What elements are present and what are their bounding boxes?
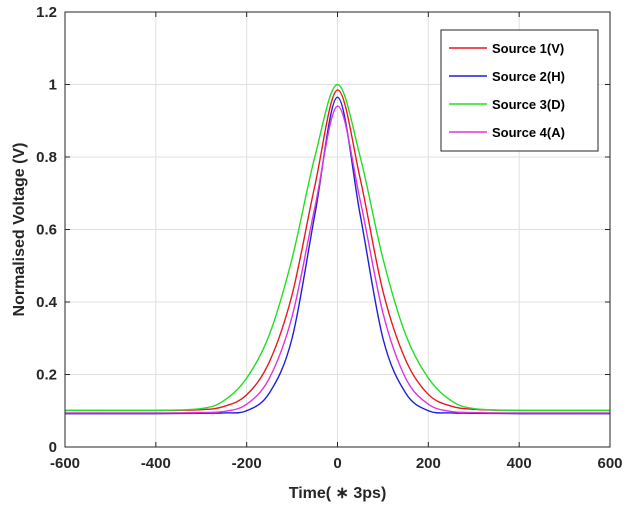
series-line-source-1 <box>64 89 611 412</box>
y-axis-label: Normalised Voltage (V) <box>11 143 28 317</box>
y-tick-label: 0.2 <box>36 367 57 384</box>
y-tick-labels: 0 0.2 0.4 0.6 0.8 1 1.2 <box>36 4 58 456</box>
series-line-source-2 <box>64 96 611 415</box>
legend-label-source-1: Source 1(V) <box>492 41 564 56</box>
series-line-source-4 <box>64 105 611 414</box>
legend: Source 1(V) Source 2(H) Source 3(D) Sour… <box>440 29 599 152</box>
legend-box <box>440 29 599 152</box>
legend-label-source-2: Source 2(H) <box>492 69 565 84</box>
x-tick-label: 200 <box>416 455 441 472</box>
x-tick-label: 400 <box>507 455 532 472</box>
y-tick-label: 1 <box>49 77 57 94</box>
x-tick-label: -600 <box>50 455 80 472</box>
x-tick-labels: -600 -400 -200 0 200 400 600 <box>50 455 623 472</box>
y-tick-label: 1.2 <box>36 4 57 21</box>
y-tick-label: 0.8 <box>36 149 57 166</box>
x-tick-label: 600 <box>597 455 622 472</box>
y-tick-label: 0.4 <box>36 294 58 311</box>
legend-label-source-3: Source 3(D) <box>492 97 565 112</box>
x-tick-label: -200 <box>232 455 262 472</box>
x-tick-label: 0 <box>333 455 341 472</box>
x-axis-label: Time( ∗ 3ps) <box>289 485 387 502</box>
legend-label-source-4: Source 4(A) <box>492 125 565 140</box>
y-tick-label: 0.6 <box>36 222 57 239</box>
tick-marks <box>64 11 611 448</box>
x-tick-label: -400 <box>141 455 171 472</box>
series-group <box>64 83 611 415</box>
y-tick-label: 0 <box>49 439 57 456</box>
series-line-source-3 <box>64 83 611 412</box>
